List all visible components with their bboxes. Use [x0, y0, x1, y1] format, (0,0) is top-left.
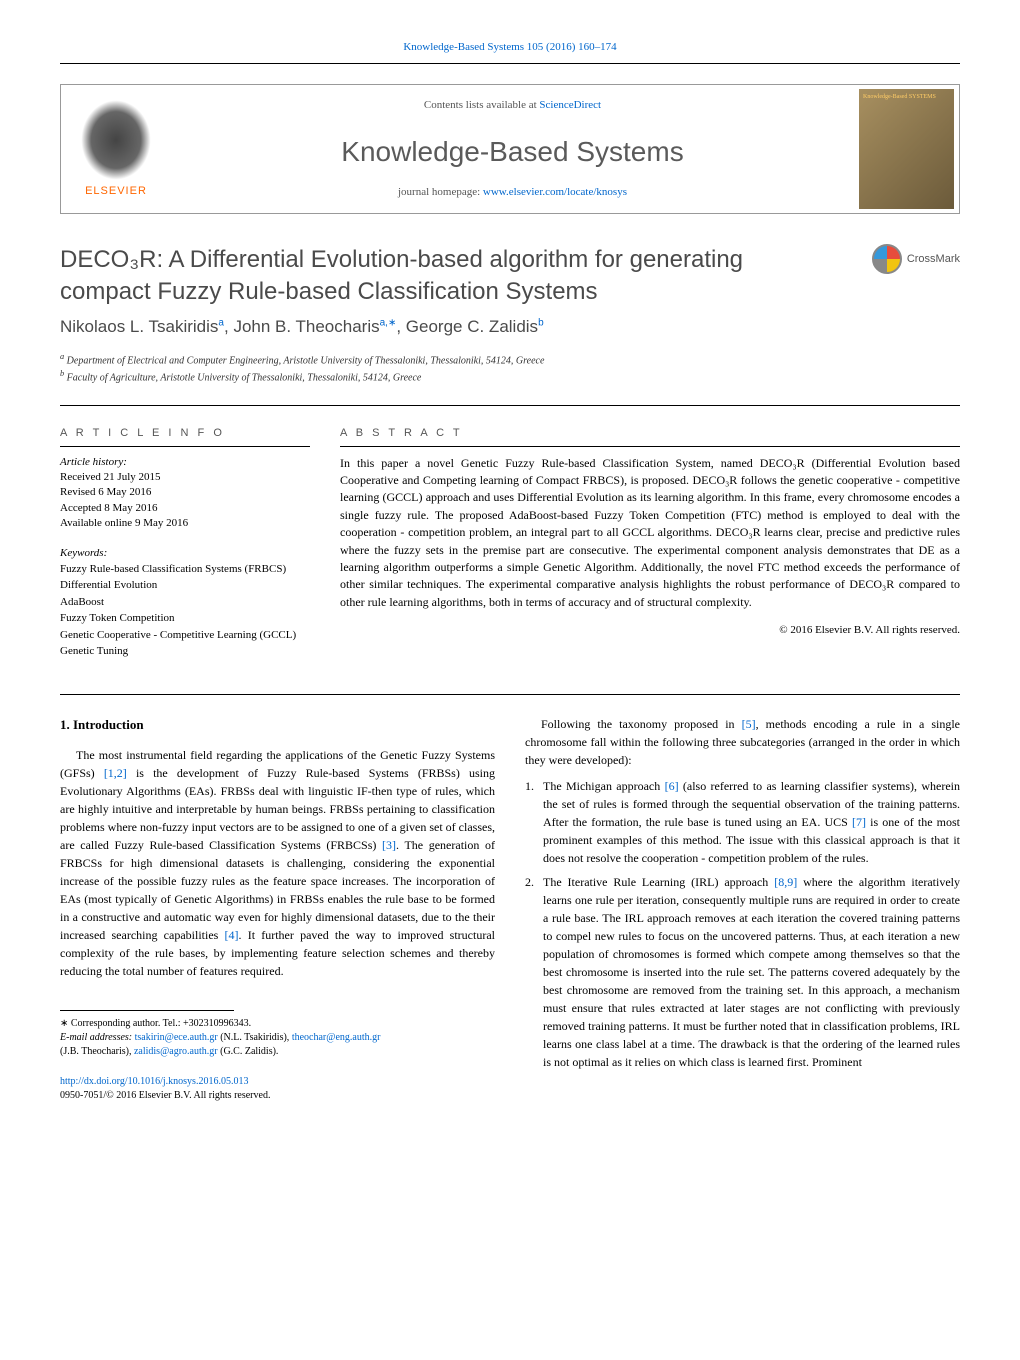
journal-homepage: journal homepage: www.elsevier.com/locat… — [171, 185, 854, 200]
running-header: Knowledge-Based Systems 105 (2016) 160–1… — [60, 40, 960, 55]
footnotes: ∗ Corresponding author. Tel.: +302310996… — [60, 1017, 495, 1059]
ref-4[interactable]: [4] — [225, 928, 239, 942]
list-item-1: 1. The Michigan approach [6] (also refer… — [525, 777, 960, 867]
crossmark-label: CrossMark — [907, 252, 960, 267]
ref-8-9[interactable]: [8,9] — [774, 875, 797, 889]
journal-header: ELSEVIER Contents lists available at Sci… — [60, 84, 960, 214]
info-rule — [60, 405, 960, 406]
email-link-3[interactable]: zalidis@agro.auth.gr — [134, 1046, 218, 1057]
ref-6[interactable]: [6] — [665, 779, 679, 793]
authors: Nikolaos L. Tsakiridisa, John B. Theocha… — [60, 315, 960, 339]
corresponding-author: ∗ Corresponding author. Tel.: +302310996… — [60, 1017, 495, 1031]
abstract-text: In this paper a novel Genetic Fuzzy Rule… — [340, 455, 960, 612]
right-column: Following the taxonomy proposed in [5], … — [525, 715, 960, 1104]
email-link-2[interactable]: theochar@eng.auth.gr — [292, 1032, 381, 1043]
doi-link[interactable]: http://dx.doi.org/10.1016/j.knosys.2016.… — [60, 1076, 248, 1087]
homepage-link[interactable]: www.elsevier.com/locate/knosys — [483, 186, 627, 198]
keywords-block: Keywords: Fuzzy Rule-based Classificatio… — [60, 546, 310, 660]
article-history: Article history: Received 21 July 2015 R… — [60, 455, 310, 532]
doi-block: http://dx.doi.org/10.1016/j.knosys.2016.… — [60, 1075, 495, 1103]
ref-7[interactable]: [7] — [852, 815, 866, 829]
sciencedirect-link[interactable]: ScienceDirect — [539, 99, 601, 111]
issn-line: 0950-7051/© 2016 Elsevier B.V. All right… — [60, 1090, 270, 1101]
elsevier-text: ELSEVIER — [85, 184, 147, 199]
header-rule — [60, 63, 960, 64]
journal-name: Knowledge-Based Systems — [171, 132, 854, 171]
footnote-rule — [60, 1010, 234, 1011]
affiliations: a Department of Electrical and Computer … — [60, 351, 960, 386]
article-title: DECO₃R: A Differential Evolution-based a… — [60, 244, 872, 306]
article-info-column: A R T I C L E I N F O Article history: R… — [60, 426, 310, 674]
ref-1-2[interactable]: [1,2] — [104, 766, 127, 780]
introduction-heading: 1. Introduction — [60, 715, 495, 735]
journal-center: Contents lists available at ScienceDirec… — [171, 98, 854, 200]
abstract-column: A B S T R A C T In this paper a novel Ge… — [340, 426, 960, 674]
ref-5[interactable]: [5] — [742, 717, 756, 731]
email-addresses: E-mail addresses: tsakirin@ece.auth.gr (… — [60, 1031, 495, 1059]
crossmark-badge[interactable]: CrossMark — [872, 244, 960, 274]
ref-3[interactable]: [3] — [382, 838, 396, 852]
article-info-heading: A R T I C L E I N F O — [60, 426, 310, 446]
citation-link[interactable]: Knowledge-Based Systems 105 (2016) 160–1… — [403, 41, 616, 53]
taxonomy-paragraph: Following the taxonomy proposed in [5], … — [525, 715, 960, 769]
left-column: 1. Introduction The most instrumental fi… — [60, 715, 495, 1104]
list-item-2: 2. The Iterative Rule Learning (IRL) app… — [525, 873, 960, 1071]
elsevier-logo: ELSEVIER — [61, 84, 171, 214]
email-link-1[interactable]: tsakirin@ece.auth.gr — [135, 1032, 218, 1043]
crossmark-icon — [872, 244, 902, 274]
intro-paragraph-1: The most instrumental field regarding th… — [60, 746, 495, 980]
abstract-copyright: © 2016 Elsevier B.V. All rights reserved… — [340, 623, 960, 638]
contents-line: Contents lists available at ScienceDirec… — [171, 98, 854, 113]
abstract-heading: A B S T R A C T — [340, 426, 960, 446]
elsevier-tree-icon — [81, 100, 151, 180]
journal-cover-thumbnail: Knowledge-Based SYSTEMS — [859, 89, 954, 209]
body-rule — [60, 694, 960, 695]
